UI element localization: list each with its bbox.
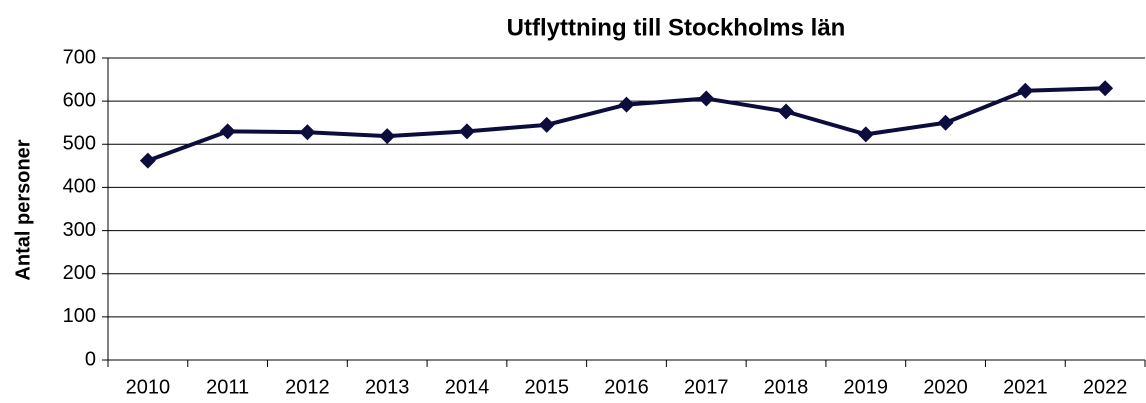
x-tick-label: 2014 <box>445 376 490 398</box>
x-tick-label: 2012 <box>285 376 330 398</box>
y-tick-label: 600 <box>63 89 96 111</box>
data-point <box>139 152 156 169</box>
x-tick-label: 2017 <box>684 376 729 398</box>
x-tick-label: 2019 <box>844 376 889 398</box>
data-point <box>458 123 475 140</box>
x-tick-label: 2010 <box>126 376 171 398</box>
data-point <box>219 123 236 140</box>
x-tick-label: 2011 <box>206 376 249 398</box>
y-tick-label: 700 <box>63 46 96 68</box>
data-point <box>299 124 316 141</box>
x-tick-label: 2015 <box>524 376 569 398</box>
x-tick-label: 2021 <box>1003 376 1048 398</box>
chart-title: Utflyttning till Stockholms län <box>507 14 846 41</box>
x-tick-label: 2013 <box>365 376 410 398</box>
data-point <box>1097 80 1114 97</box>
y-tick-label: 0 <box>85 348 96 370</box>
x-tick-label: 2016 <box>604 376 649 398</box>
y-tick-label: 200 <box>63 262 96 284</box>
y-axis-label: Antal personer <box>12 139 34 280</box>
data-point <box>618 96 635 113</box>
y-tick-label: 100 <box>63 305 96 327</box>
y-tick-label: 400 <box>63 176 96 198</box>
x-tick-label: 2020 <box>923 376 968 398</box>
x-tick-label: 2018 <box>764 376 809 398</box>
data-point <box>857 126 874 143</box>
y-tick-label: 500 <box>63 133 96 155</box>
data-point <box>379 128 396 145</box>
data-point <box>698 90 715 107</box>
x-tick-label: 2022 <box>1083 376 1128 398</box>
data-point <box>538 116 555 133</box>
y-tick-label: 300 <box>63 219 96 241</box>
data-point <box>1017 82 1034 99</box>
data-point <box>778 103 795 120</box>
data-point <box>937 114 954 131</box>
